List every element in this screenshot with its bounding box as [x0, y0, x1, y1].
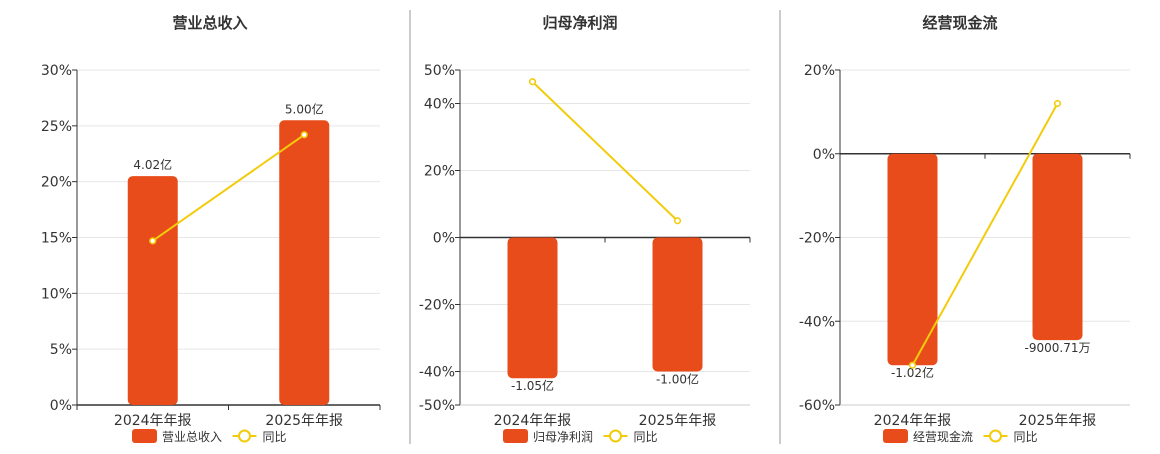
bar — [887, 153, 938, 366]
y-tick-label: 5% — [50, 342, 72, 358]
x-category-label: 2025年年报 — [639, 413, 717, 429]
bar-data-label: 4.02亿 — [133, 157, 172, 172]
y-tick-label: -50% — [419, 398, 455, 414]
y-tick-label: 15% — [41, 231, 72, 247]
chart-title-2: 归母净利润 — [542, 14, 617, 32]
y-tick-label: 40% — [424, 97, 455, 113]
y-tick-label: -60% — [799, 398, 835, 414]
legend-line-marker — [609, 429, 622, 443]
bar-data-label: -1.02亿 — [891, 365, 934, 380]
legend-line-marker — [989, 429, 1002, 443]
legend-bar-swatch[interactable] — [132, 429, 157, 443]
yoy-point — [149, 237, 157, 245]
bar — [279, 120, 330, 405]
yoy-line — [911, 103, 1059, 366]
y-tick-label: -20% — [799, 231, 835, 247]
y-tick-label: 20% — [424, 164, 455, 180]
chart-title-3: 经营现金流 — [922, 14, 997, 32]
y-tick-label: -40% — [799, 314, 835, 330]
legend-bar-swatch[interactable] — [883, 429, 908, 443]
bar — [127, 176, 178, 405]
legend-line-marker — [238, 429, 251, 443]
bar — [652, 237, 703, 372]
chart-title-1: 营业总收入 — [172, 14, 247, 32]
yoy-point — [673, 217, 682, 225]
legend-bar-label: 营业总收入 — [162, 430, 222, 444]
yoy-point — [908, 361, 917, 369]
y-tick-label: -20% — [419, 298, 455, 314]
y-tick-label: 50% — [424, 63, 455, 79]
yoy-line — [531, 81, 679, 222]
yoy-line — [152, 133, 305, 242]
y-tick-label: 20% — [804, 63, 835, 79]
bar-data-label: 5.00亿 — [285, 101, 324, 116]
bar-data-label: -1.00亿 — [656, 372, 699, 387]
x-category-label: 2024年年报 — [494, 413, 572, 429]
y-tick-label: 30% — [41, 63, 72, 79]
y-tick-label: 20% — [41, 175, 72, 191]
yoy-point — [528, 78, 537, 86]
bar-data-label: -9000.71万 — [1025, 341, 1091, 355]
yoy-point — [300, 131, 308, 139]
y-tick-label: 0% — [433, 231, 455, 247]
x-category-label: 2025年年报 — [1019, 413, 1097, 429]
y-tick-label: 10% — [41, 286, 72, 302]
legend-line-label: 同比 — [634, 430, 658, 444]
x-category-label: 2025年年报 — [265, 413, 343, 429]
legend-bar-label: 经营现金流 — [913, 429, 973, 444]
yoy-point — [1053, 99, 1062, 108]
x-category-label: 2024年年报 — [114, 413, 192, 429]
y-tick-label: 0% — [813, 147, 835, 163]
bar — [507, 237, 558, 379]
legend-line-label: 同比 — [263, 430, 287, 444]
bar-data-label: -1.05亿 — [511, 378, 554, 393]
legend-bar-label: 归母净利润 — [533, 430, 593, 444]
y-tick-label: -40% — [419, 365, 455, 381]
y-tick-label: 0% — [50, 398, 72, 414]
y-tick-label: 25% — [41, 119, 72, 135]
legend-line-label: 同比 — [1014, 430, 1038, 444]
legend-bar-swatch[interactable] — [503, 429, 528, 443]
x-category-label: 2024年年报 — [874, 413, 952, 429]
bar — [1032, 153, 1083, 341]
